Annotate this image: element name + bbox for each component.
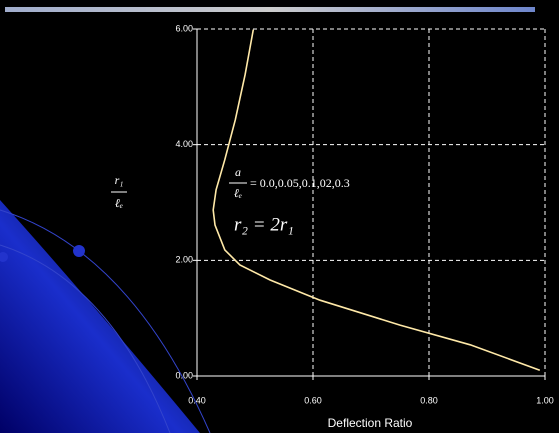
y-tick-label: 4.00 <box>175 139 193 149</box>
slide: 0.00 2.00 4.00 6.00 0.40 0.60 0.80 1.00 Deflect… <box>0 0 559 433</box>
x-tick-label: 0.60 <box>304 395 322 405</box>
x-axis-label: Deflection Ratio <box>328 416 413 430</box>
decoration-dot <box>73 245 85 257</box>
annotation-numerator: a <box>235 165 241 179</box>
x-tick-label: 0.80 <box>420 395 438 405</box>
y-tick-label: 0.00 <box>175 370 193 380</box>
top-bar <box>5 7 535 12</box>
annotation-text: r₂ = 2r₁ <box>234 214 294 235</box>
x-tick-label: 0.40 <box>188 395 206 405</box>
y-label-numerator: r₁ <box>115 173 124 187</box>
annotation-denominator: ℓₑ <box>234 186 242 200</box>
annotation-text: = 0.0,0.05,0.1,02,0.3 <box>250 176 350 190</box>
x-tick-label: 1.00 <box>536 395 554 405</box>
y-label-denominator: ℓₑ <box>115 196 123 210</box>
y-tick-label: 2.00 <box>175 255 193 265</box>
y-tick-label: 6.00 <box>175 23 193 33</box>
